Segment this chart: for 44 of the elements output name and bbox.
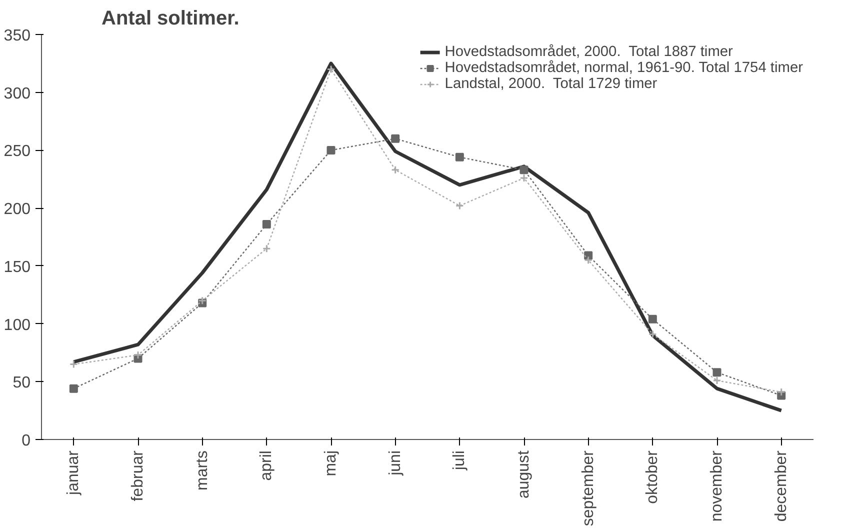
point: [520, 174, 528, 182]
point: [455, 152, 464, 162]
y-tick-label: 100: [4, 316, 31, 334]
point: [134, 350, 142, 360]
point: [648, 330, 657, 338]
y-tick-label: 50: [12, 374, 31, 392]
point: [262, 220, 271, 229]
point: [326, 146, 336, 154]
point: [391, 134, 400, 143]
point: [520, 166, 528, 174]
point: [262, 244, 271, 253]
point: [198, 296, 207, 305]
y-tick-label: 200: [4, 201, 31, 218]
point: [584, 256, 593, 264]
legend-label: Landstal, 2000. Total 1729 timer: [444, 76, 658, 92]
chart-title: Antal soltimer.: [102, 8, 240, 30]
x-tick-label: september: [580, 450, 597, 526]
point: [712, 368, 722, 377]
x-tick-label: maj: [322, 450, 340, 476]
y-tick-label: 0: [22, 432, 31, 450]
x-tick-label: februar: [130, 450, 146, 502]
y-tick-label: 250: [4, 143, 31, 160]
point: [455, 202, 464, 210]
x-tick-label: marts: [194, 450, 211, 490]
x-tick-label: november: [708, 450, 726, 522]
y-tick-label: 300: [4, 85, 31, 102]
x-tick-label: oktober: [644, 450, 662, 504]
point: [777, 388, 786, 396]
y-tick-label: 350: [4, 28, 31, 44]
point: [648, 314, 657, 324]
y-tick-label: 150: [4, 258, 31, 276]
x-tick-label: juni: [386, 450, 404, 476]
point: [391, 166, 400, 174]
point: [69, 360, 78, 369]
point: [69, 384, 78, 393]
point: [712, 376, 722, 385]
x-tick-label: april: [258, 450, 276, 481]
x-tick-label: juli: [451, 450, 468, 472]
x-tick-label: januar: [65, 450, 82, 496]
legend-label: Hovedstadsområdet, 2000. Total 1887 timer: [444, 44, 733, 60]
x-tick-label: december: [772, 450, 790, 522]
point: [326, 64, 336, 74]
x-tick-label: august: [516, 450, 532, 499]
legend-label: Hovedstadsområdet, normal, 1961-90. Total 1754 timer: [444, 60, 803, 76]
